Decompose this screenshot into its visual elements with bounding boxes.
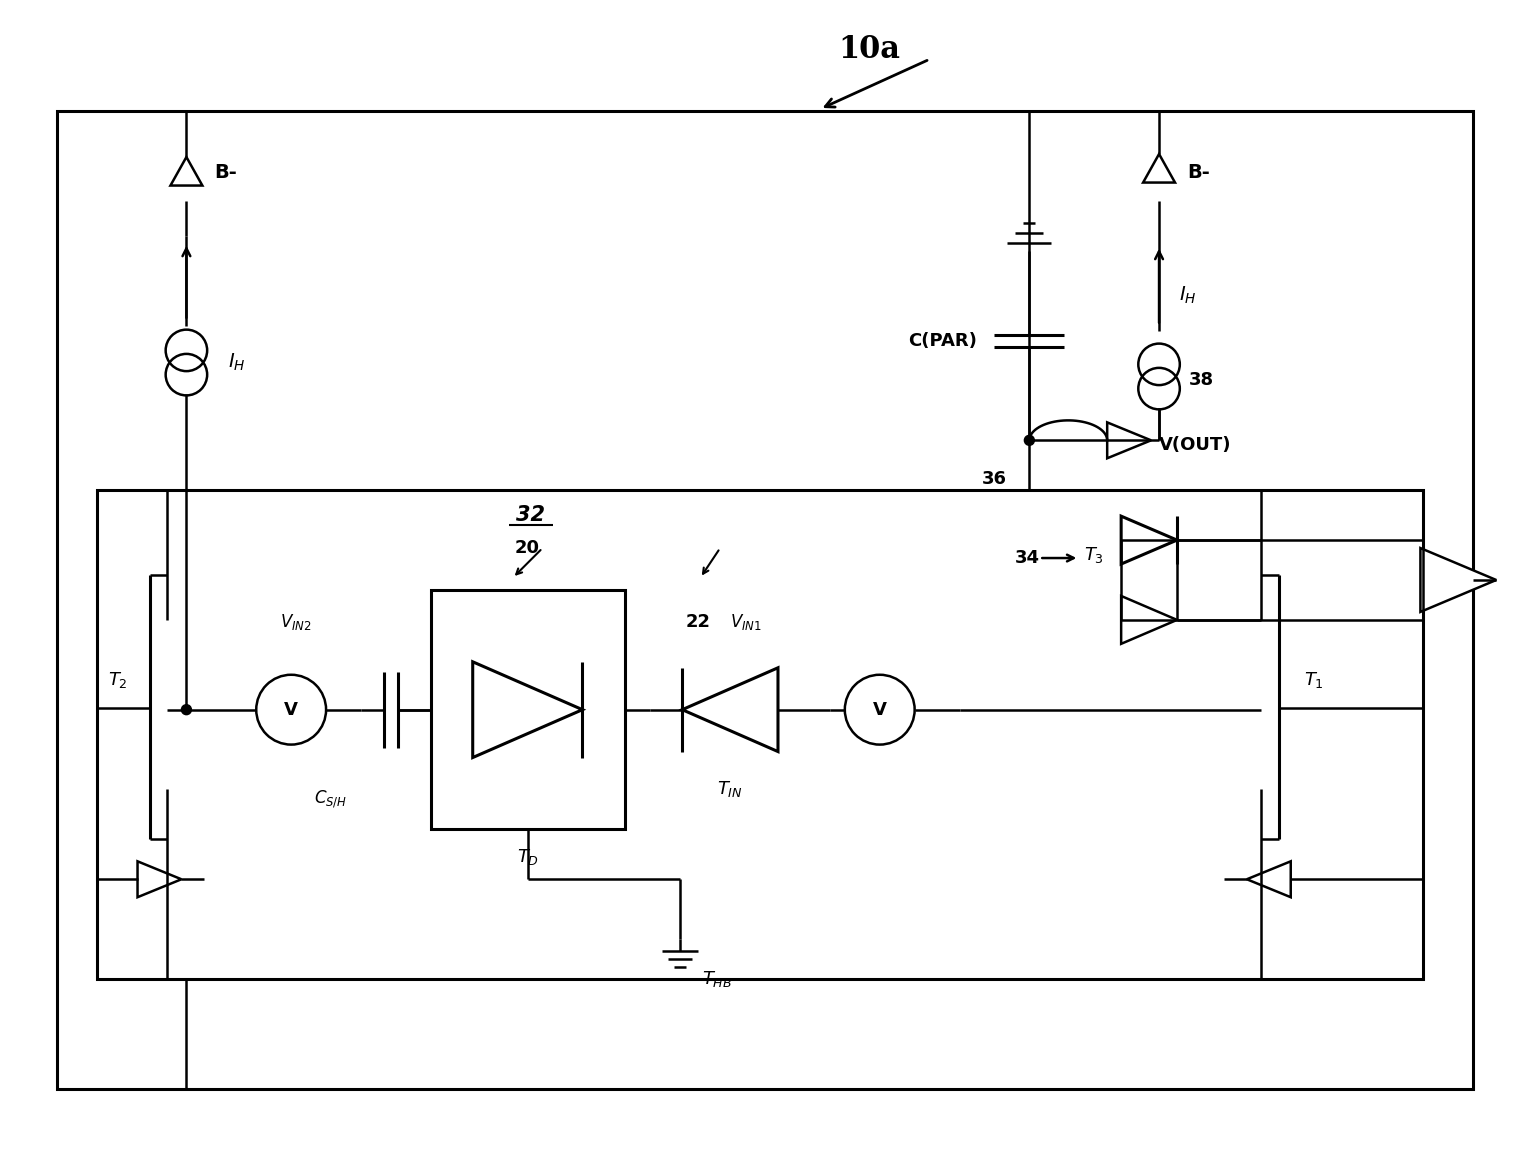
Text: $I_H$: $I_H$ [228,352,246,373]
Circle shape [182,704,191,715]
Text: $T_{HB}$: $T_{HB}$ [702,969,733,989]
Polygon shape [137,862,182,897]
Text: $C_{S/H}$: $C_{S/H}$ [314,788,348,810]
Text: 20: 20 [516,539,540,557]
Text: $V_{IN1}$: $V_{IN1}$ [729,612,762,632]
Polygon shape [1247,862,1291,897]
Text: B-: B- [214,163,237,183]
Text: V(OUT): V(OUT) [1159,437,1231,454]
Text: 38: 38 [1190,371,1214,390]
Text: $V_{IN2}$: $V_{IN2}$ [280,612,312,632]
Text: 32: 32 [516,506,545,525]
Polygon shape [472,662,582,757]
Text: V: V [873,701,886,718]
Bar [57,111,1473,1089]
Text: $T_{IN}$: $T_{IN}$ [717,779,743,800]
Text: 36: 36 [982,470,1007,488]
Polygon shape [682,668,779,751]
Text: B-: B- [1187,163,1210,183]
Text: $T_2$: $T_2$ [108,670,128,689]
Bar [97,491,1424,979]
Text: $T_D$: $T_D$ [517,847,539,867]
Text: $T_3$: $T_3$ [1085,545,1103,565]
Polygon shape [1420,548,1496,612]
Text: 22: 22 [685,612,709,631]
Text: C(PAR): C(PAR) [908,332,977,349]
Polygon shape [1107,423,1151,458]
Polygon shape [171,157,202,185]
Text: $T_1$: $T_1$ [1304,670,1324,689]
Polygon shape [1143,154,1174,183]
Text: $I_H$: $I_H$ [1179,285,1197,307]
Bar [431,589,625,830]
Text: 10a: 10a [839,33,900,64]
Text: 34: 34 [1014,549,1039,568]
Polygon shape [1120,596,1177,643]
Polygon shape [1120,516,1177,564]
Text: V: V [285,701,299,718]
Circle shape [1025,435,1034,446]
